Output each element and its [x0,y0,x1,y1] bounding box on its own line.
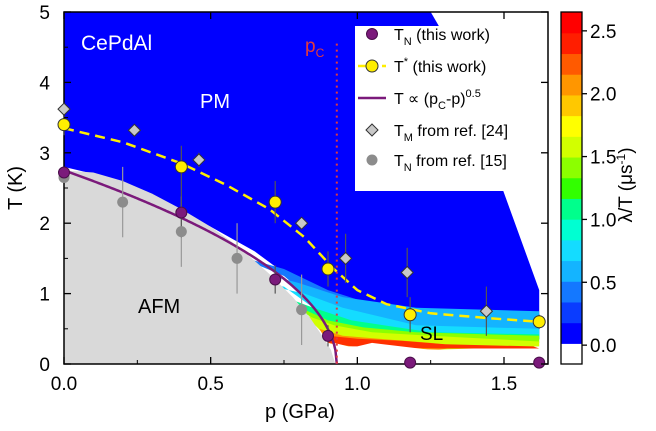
colorbar-segment [561,281,582,303]
legend-label: TN from ref. [15] [394,153,507,174]
colorbar-segment [561,136,582,158]
y-tick-label: 3 [39,144,50,165]
colorbar-label: λ/T (μs-1) [614,147,637,222]
colorbar-segment [561,53,582,75]
legend-marker [366,154,378,166]
colorbar-segment [561,177,582,199]
tstar-guide-line [64,126,540,324]
legend-marker [365,59,379,73]
colorbar-segment [561,343,582,365]
y-tick-label: 1 [39,285,50,306]
x-tick-label: 1.5 [491,374,517,395]
legend-box [355,26,541,191]
point-circle [268,195,282,209]
colorbar-tick-label: 2.0 [590,85,616,106]
point-diamond [338,251,353,266]
colorbar-tick-label: 0.0 [590,336,616,357]
point-circle [533,356,546,369]
x-tick-label: 0.5 [197,374,223,395]
legend-label: TM from ref. [24] [394,123,508,144]
axes: 0.0 0.5 1.0 1.5 0 1 2 3 4 5 [39,3,548,395]
colorbar-segment [561,94,582,117]
colorbar-segment [561,32,582,55]
point-circle [58,166,70,179]
point-circle [404,356,417,369]
band-region [245,269,540,340]
colorbar-tick-label: 1.0 [590,210,616,231]
sl-white-region [316,341,431,364]
x-tick-label: 0.0 [51,374,77,395]
pm-label: PM [200,91,230,113]
colorbar-segment [561,219,582,241]
point-diamond [127,123,142,137]
y-tick-label: 0 [39,355,50,376]
point-circle [321,262,335,276]
x-axis-label: p (GPa) [265,401,335,423]
colorbar-segment [561,156,582,179]
colorbar-segment [561,115,582,137]
point-circle [269,273,282,286]
point-circle [296,304,308,316]
legend-label: TN (this work) [394,27,490,48]
y-tick-label: 5 [39,3,50,24]
colorbar-tick-label: 2.5 [590,22,616,43]
data-points [57,102,546,369]
colorbar-segment [561,239,582,262]
colorbar-segment [561,12,582,34]
afm-region [64,170,336,364]
sl-label: SL [420,324,443,345]
colorbar-segment [561,198,582,220]
legend-label: T ∝ (pC-p)0.5 [394,88,481,112]
y-tick-label: 2 [39,214,50,235]
point-circle [174,160,188,174]
point-circle [117,196,129,208]
point-circle [175,226,187,238]
colorbar-segment [561,74,582,96]
legend-marker [365,123,379,137]
point-circle [532,315,546,329]
point-diamond [400,265,414,280]
point-circle [403,308,417,322]
colorbar-segment [561,301,582,324]
point-diamond [479,304,494,318]
sample-label: CePdAl [81,32,152,55]
point-circle [322,329,334,342]
pc-label: pC [305,36,325,60]
colorbar-tick-label: 0.5 [590,273,616,294]
fit-curves [64,126,540,364]
legend: TN (this work) T* (this work) T ∝ (pC-p)0.… [355,26,541,191]
colorbar-frame [560,11,583,365]
point-diamond [57,102,71,116]
point-diamond [294,216,309,230]
colorbar-segment [561,260,582,282]
tn-fit-curve [64,169,339,364]
legend-label: T* (this work) [394,56,486,76]
colorbar: 0.0 0.5 1.0 1.5 2.0 2.5 [560,11,616,365]
legend-marker [366,28,378,40]
point-circle [231,252,243,264]
x-tick-label: 1.0 [344,374,370,395]
y-axis-label: T (K) [5,166,27,210]
point-circle [175,206,188,219]
afm-label: AFM [138,296,180,318]
point-circle [57,118,71,132]
point-diamond [192,153,206,167]
colorbar-tick-label: 1.5 [590,148,616,169]
colorbar-segment [561,322,582,344]
y-tick-label: 4 [39,73,50,94]
